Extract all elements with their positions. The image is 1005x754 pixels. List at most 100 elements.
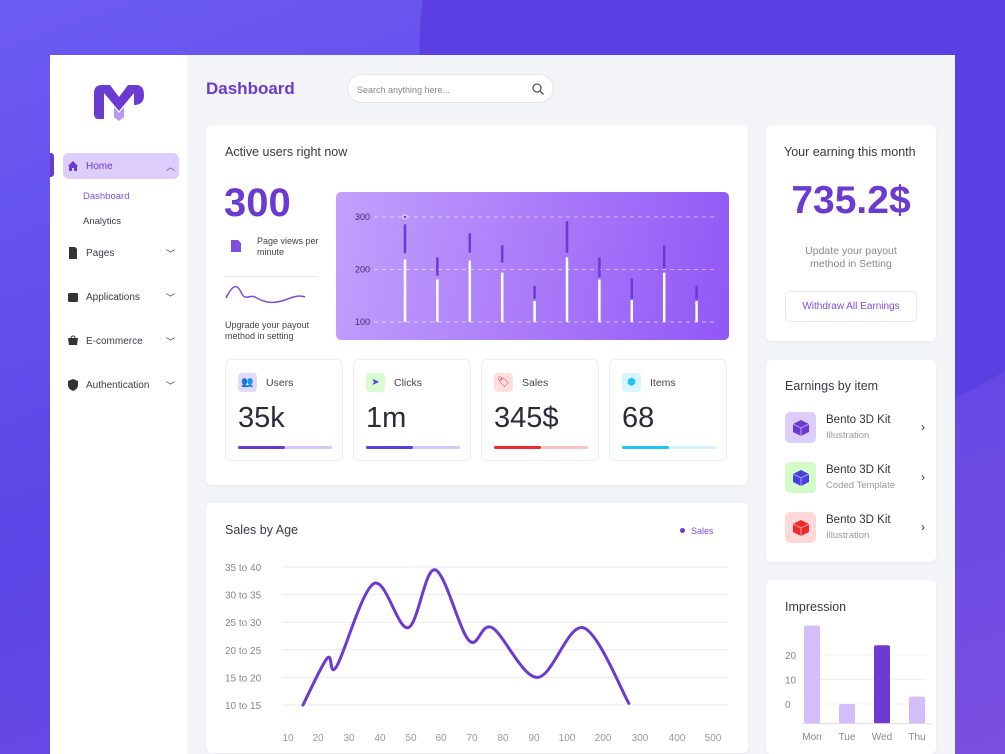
sidebar-subitem-dashboard[interactable]: Dashboard	[83, 191, 130, 202]
stat-card-items[interactable]: ⬢ Items 68	[609, 359, 727, 461]
active-users-chart-svg: 100 200 300	[355, 212, 714, 327]
stat-progress	[622, 446, 716, 449]
legend-dot-icon	[680, 528, 685, 533]
stat-progress	[494, 446, 588, 449]
x-tick-label: Tue	[839, 732, 856, 743]
x-tick-label: 400	[669, 733, 686, 744]
impression-chart: 0 10 20 Mon Tue Wed Thu	[785, 625, 931, 743]
stat-progress	[366, 446, 460, 449]
card-title: Earnings by item	[785, 379, 879, 393]
x-tick-label: 10	[282, 733, 294, 744]
earning-subtitle: Update your payout method in Setting	[805, 245, 897, 270]
chevron-right-icon[interactable]: ›	[921, 520, 925, 534]
y-tick-label: 0	[785, 700, 791, 711]
page-views-label: Page views per minute	[257, 236, 319, 257]
x-tick-label: 30	[343, 733, 355, 744]
y-tick-label: 10	[785, 676, 797, 687]
active-users-card: Active users right now 300 Page views pe…	[206, 125, 748, 485]
item-name: Bento 3D Kit	[826, 414, 891, 426]
y-tick-label: 15 to 20	[225, 673, 262, 684]
stat-label: Items	[650, 377, 676, 389]
earnings-by-item-card: Earnings by item Bento 3D Kit Illustrati…	[766, 360, 936, 562]
box-icon	[785, 512, 816, 543]
chevron-right-icon[interactable]: ›	[921, 470, 925, 484]
chevron-down-icon[interactable]: ﹀	[165, 337, 175, 347]
shop-icon	[68, 335, 78, 345]
cursor-icon: ➤	[366, 373, 385, 392]
card-title: Your earning this month	[784, 145, 916, 159]
sidebar-item-home[interactable]: Home ︿	[63, 153, 179, 179]
stat-progress	[238, 446, 332, 449]
upgrade-text: Upgrade your payout method in setting	[225, 320, 310, 341]
chevron-up-icon[interactable]: ︿	[165, 162, 175, 172]
y-tick-label: 30 to 35	[225, 591, 262, 602]
x-tick-label: 90	[528, 733, 540, 744]
shield-icon	[68, 379, 78, 391]
item-subtitle: Coded Template	[826, 480, 896, 491]
app-window: Home ︿ Dashboard Analytics Pages ﹀ Applic…	[50, 55, 955, 754]
chevron-right-icon[interactable]: ›	[921, 420, 925, 434]
logo-icon	[94, 85, 144, 121]
sidebar-item-pages[interactable]: Pages ﹀	[63, 240, 179, 266]
y-tick-label: 35 to 40	[225, 563, 262, 574]
sidebar-item-applications[interactable]: Applications ﹀	[63, 284, 179, 310]
x-tick-label: 20	[312, 733, 324, 744]
document-icon	[231, 240, 241, 252]
sidebar-subitem-analytics[interactable]: Analytics	[83, 216, 122, 227]
impression-card: Impression 0 10 20 Mon Tue Wed Thu	[766, 580, 936, 754]
folder-icon	[68, 293, 78, 302]
earning-item[interactable]: Bento 3D Kit Illustration ›	[785, 412, 925, 446]
y-tick-label: 100	[355, 317, 370, 327]
x-tick-label: 70	[466, 733, 478, 744]
earning-item[interactable]: Bento 3D Kit Illustration ›	[785, 512, 925, 546]
chevron-down-icon[interactable]: ﹀	[165, 293, 175, 303]
sidebar-item-authentication[interactable]: Authentication ﹀	[63, 372, 179, 398]
chevron-down-icon[interactable]: ﹀	[165, 249, 175, 259]
stat-progress-fill	[366, 446, 413, 449]
active-indicator	[50, 153, 54, 177]
x-tick-label: Mon	[802, 732, 821, 743]
sidebar-item-label: Applications	[86, 291, 140, 303]
search-icon[interactable]	[532, 83, 544, 95]
x-tick-label: 100	[559, 733, 576, 744]
sidebar: Home ︿ Dashboard Analytics Pages ﹀ Applic…	[50, 55, 187, 754]
legend-label: Sales	[691, 526, 714, 536]
chevron-down-icon[interactable]: ﹀	[165, 381, 175, 391]
item-subtitle: Illustration	[826, 530, 870, 541]
sales-by-age-card: Sales by Age Sales 10 to 15 15 to 20 20 to…	[206, 503, 748, 753]
stat-card-clicks[interactable]: ➤ Clicks 1m	[353, 359, 471, 461]
bar-thu	[909, 696, 925, 724]
sales-by-age-chart: 10 to 15 15 to 20 20 to 25 25 to 30 30 to 35…	[225, 563, 728, 744]
x-tick-label: 50	[405, 733, 417, 744]
earning-item[interactable]: Bento 3D Kit Coded Template ›	[785, 462, 925, 496]
x-tick-label: 80	[497, 733, 509, 744]
stat-progress-fill	[494, 446, 541, 449]
stat-card-users[interactable]: 👥 Users 35k	[225, 359, 343, 461]
search-placeholder: Search anything here...	[357, 85, 451, 95]
marker-point	[402, 214, 408, 220]
sidebar-item-label: E-commerce	[86, 335, 143, 347]
sidebar-item-label: Pages	[86, 247, 115, 259]
sidebar-item-label: Authentication	[86, 379, 150, 391]
x-tick-label: 200	[595, 733, 612, 744]
box-icon	[785, 462, 816, 493]
legend-sales: Sales	[680, 526, 714, 536]
box-icon	[785, 412, 816, 443]
search-input[interactable]: Search anything here...	[347, 74, 554, 103]
home-icon	[68, 161, 78, 171]
stat-value: 68	[622, 402, 655, 434]
sidebar-item-label: Home	[86, 160, 113, 172]
y-tick-label: 10 to 15	[225, 701, 262, 712]
sales-line	[301, 568, 631, 707]
sidebar-item-ecommerce[interactable]: E-commerce ﹀	[63, 328, 179, 354]
stat-card-sales[interactable]: 🏷 Sales 345$	[481, 359, 599, 461]
withdraw-button[interactable]: Withdraw All Earnings	[785, 291, 917, 322]
active-users-value: 300	[224, 181, 291, 225]
x-tick-label: Wed	[872, 732, 892, 743]
users-icon: 👥	[238, 373, 257, 392]
cube-icon: ⬢	[622, 373, 641, 392]
stat-label: Sales	[522, 377, 549, 389]
sparkline	[225, 285, 306, 304]
earning-value: 735.2$	[791, 179, 911, 222]
item-name: Bento 3D Kit	[826, 464, 891, 476]
